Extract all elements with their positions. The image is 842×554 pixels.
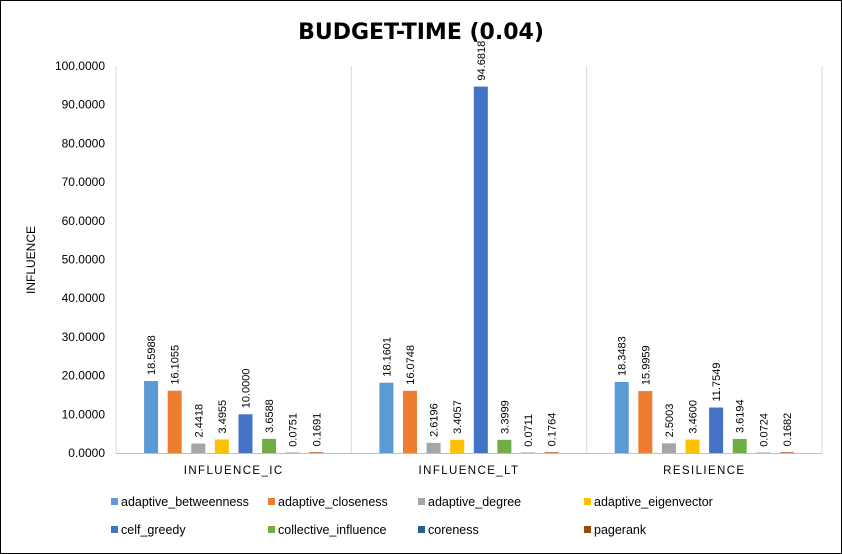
y-tick-label: 70.0000 — [62, 175, 106, 189]
data-label: 0.0724 — [758, 413, 770, 447]
data-label: 94.6818 — [476, 41, 488, 81]
bar-adaptive_closeness — [638, 391, 653, 453]
bar-adaptive_betweenness — [144, 381, 159, 453]
bar-pagerank — [544, 452, 559, 453]
data-label: 10.0000 — [240, 369, 252, 409]
y-tick-label: 10.0000 — [62, 407, 106, 421]
y-tick-label: 0.0000 — [68, 446, 105, 460]
bar-adaptive_betweenness — [614, 381, 629, 453]
chart-title: BUDGET-TIME (0.04) — [298, 20, 544, 45]
y-tick-label: 100.0000 — [55, 59, 105, 73]
y-tick-label: 80.0000 — [62, 136, 106, 150]
bar-adaptive_degree — [191, 443, 206, 453]
y-axis-label: INFLUENCE — [24, 226, 38, 294]
legend-swatch — [111, 526, 118, 533]
bar-celf_greedy — [473, 86, 488, 454]
legend-label: adaptive_closeness — [278, 495, 388, 509]
bar-collective_influence — [262, 438, 277, 453]
data-label: 0.1764 — [547, 413, 559, 447]
bar-pagerank — [779, 452, 794, 453]
legend-swatch — [584, 498, 591, 505]
data-labels: 18.5988 16.1055 2.4418 3.4955 10.0000 3.6588 0… — [146, 41, 794, 447]
data-label: 3.3999 — [499, 400, 511, 434]
y-tick-label: 60.0000 — [62, 214, 106, 228]
bar-celf_greedy — [238, 414, 253, 453]
legend-swatch — [418, 526, 425, 533]
data-label: 16.1055 — [170, 345, 182, 385]
data-label: 18.5988 — [146, 335, 158, 375]
category-label: INFLUENCE_LT — [419, 465, 520, 477]
bar-adaptive_closeness — [167, 390, 182, 453]
y-tick-label: 40.0000 — [62, 291, 106, 305]
legend-swatch — [418, 498, 425, 505]
data-label: 0.0751 — [288, 413, 300, 447]
legend-swatch — [268, 526, 275, 533]
y-tick-label: 50.0000 — [62, 253, 106, 267]
data-label: 11.7549 — [711, 363, 723, 402]
data-label: 2.5003 — [664, 404, 676, 438]
y-tick-label: 20.0000 — [62, 369, 106, 383]
data-label: 2.4418 — [193, 404, 205, 438]
data-label: 0.1691 — [311, 413, 323, 447]
bar-collective_influence — [732, 438, 747, 453]
bar-adaptive_closeness — [403, 390, 417, 453]
bar-adaptive_degree — [661, 443, 676, 453]
data-label: 3.4057 — [452, 400, 464, 434]
category-label: INFLUENCE_IC — [184, 465, 284, 477]
legend-swatch — [584, 526, 591, 533]
bar-adaptive_eigenvector — [450, 439, 465, 453]
y-tick-label: 30.0000 — [62, 330, 106, 344]
legend-label: adaptive_degree — [428, 495, 521, 509]
legend-label: collective_influence — [278, 523, 386, 537]
data-label: 18.3483 — [617, 336, 629, 376]
legend-label: adaptive_eigenvector — [594, 495, 713, 509]
legend: adaptive_betweenness adaptive_closeness ad… — [111, 495, 713, 537]
legend-swatch — [111, 498, 118, 505]
data-label: 15.9959 — [640, 345, 652, 385]
category-label: RESILIENCE — [663, 465, 745, 477]
data-label: 2.6196 — [429, 403, 441, 437]
legend-label: celf_greedy — [121, 523, 186, 537]
y-tick-label: 90.0000 — [62, 98, 106, 112]
bar-adaptive_eigenvector — [214, 439, 229, 453]
bars — [144, 86, 794, 454]
legend-label: adaptive_betweenness — [121, 495, 249, 509]
bar-celf_greedy — [709, 407, 724, 453]
data-label: 18.1601 — [381, 337, 393, 377]
legend-swatch — [268, 498, 275, 505]
data-label: 0.0711 — [523, 414, 535, 447]
legend-label: coreness — [428, 523, 479, 537]
data-label: 16.0748 — [405, 345, 417, 385]
data-label: 3.4955 — [217, 400, 229, 434]
bar-adaptive_degree — [426, 442, 441, 453]
y-axis-ticks: 0.0000 10.0000 20.0000 30.0000 40.0000 50.000… — [55, 59, 105, 460]
data-label: 3.6194 — [735, 399, 747, 433]
bar-adaptive_betweenness — [379, 382, 394, 453]
bar-pagerank — [309, 452, 324, 453]
data-label: 0.1682 — [782, 413, 794, 447]
data-label: 3.4600 — [688, 400, 700, 434]
data-label: 3.6588 — [264, 399, 276, 433]
bar-adaptive_eigenvector — [685, 439, 700, 453]
category-labels: INFLUENCE_IC INFLUENCE_LT RESILIENCE — [184, 465, 745, 477]
category-separators — [115, 66, 823, 453]
legend-label: pagerank — [594, 523, 647, 537]
bar-collective_influence — [497, 439, 512, 453]
